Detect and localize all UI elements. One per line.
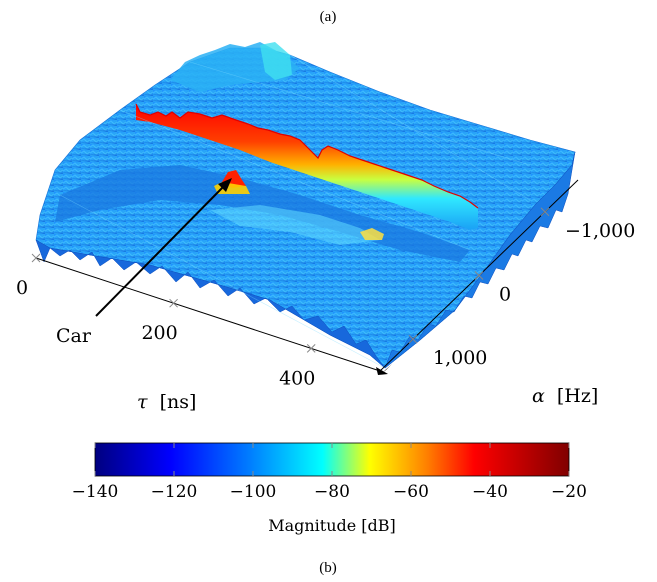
colorbar: −140 −120 −100 −80 −60 −40 −20 Magnitude [dB] (72, 442, 587, 535)
car-annotation: Car (56, 178, 232, 347)
front-edge (35, 239, 386, 369)
tau-tick-mark (31, 253, 41, 263)
car-arrowhead (218, 178, 232, 192)
car-arrow (95, 183, 227, 317)
alpha-tick-mark (408, 334, 418, 344)
alpha-tick-label: −1,000 (565, 220, 635, 242)
colorbar-tick-label: −80 (314, 482, 350, 502)
colorbar-tick-label: −60 (393, 482, 429, 502)
car-label: Car (56, 325, 92, 347)
tau-tick-mark (169, 298, 178, 308)
alpha-tick-labels: −1,000 0 1,000 (433, 220, 635, 369)
subfigure-label-b: (b) (319, 560, 337, 576)
axis-arrowhead-alpha (382, 364, 392, 373)
alpha-axis-label: α [Hz] (532, 385, 598, 407)
axis-arrowhead-tau (376, 367, 388, 375)
tau-axis-label: τ [ns] (137, 391, 196, 413)
axes (31, 179, 579, 375)
colorbar-tick-labels: −140 −120 −100 −80 −60 −40 −20 (72, 482, 587, 502)
colorbar-tick-label: −40 (472, 482, 508, 502)
colorbar-tick-label: −20 (551, 482, 587, 502)
tau-tick-label: 200 (141, 322, 177, 344)
colorbar-tick-label: −100 (230, 482, 277, 502)
tau-tick-label: 0 (16, 277, 28, 299)
alpha-tick-label: 1,000 (433, 347, 487, 369)
alpha-tick-mark (540, 207, 550, 217)
colorbar-tick-label: −140 (72, 482, 119, 502)
main-ridge (136, 104, 478, 230)
subfigure-label-a: (a) (320, 9, 337, 25)
alpha-tick-label: 0 (499, 284, 511, 306)
tau-tick-label: 400 (279, 367, 315, 389)
tau-axis-line (35, 257, 381, 372)
tau-tick-labels: 0 200 400 (16, 277, 315, 389)
tau-tick-mark (306, 344, 316, 353)
colorbar-label: Magnitude [dB] (268, 516, 396, 535)
alpha-tick-mark (474, 271, 484, 280)
colorbar-tick-label: −120 (151, 482, 198, 502)
colorbar-gradient (94, 442, 570, 477)
surface-plot (35, 42, 576, 369)
